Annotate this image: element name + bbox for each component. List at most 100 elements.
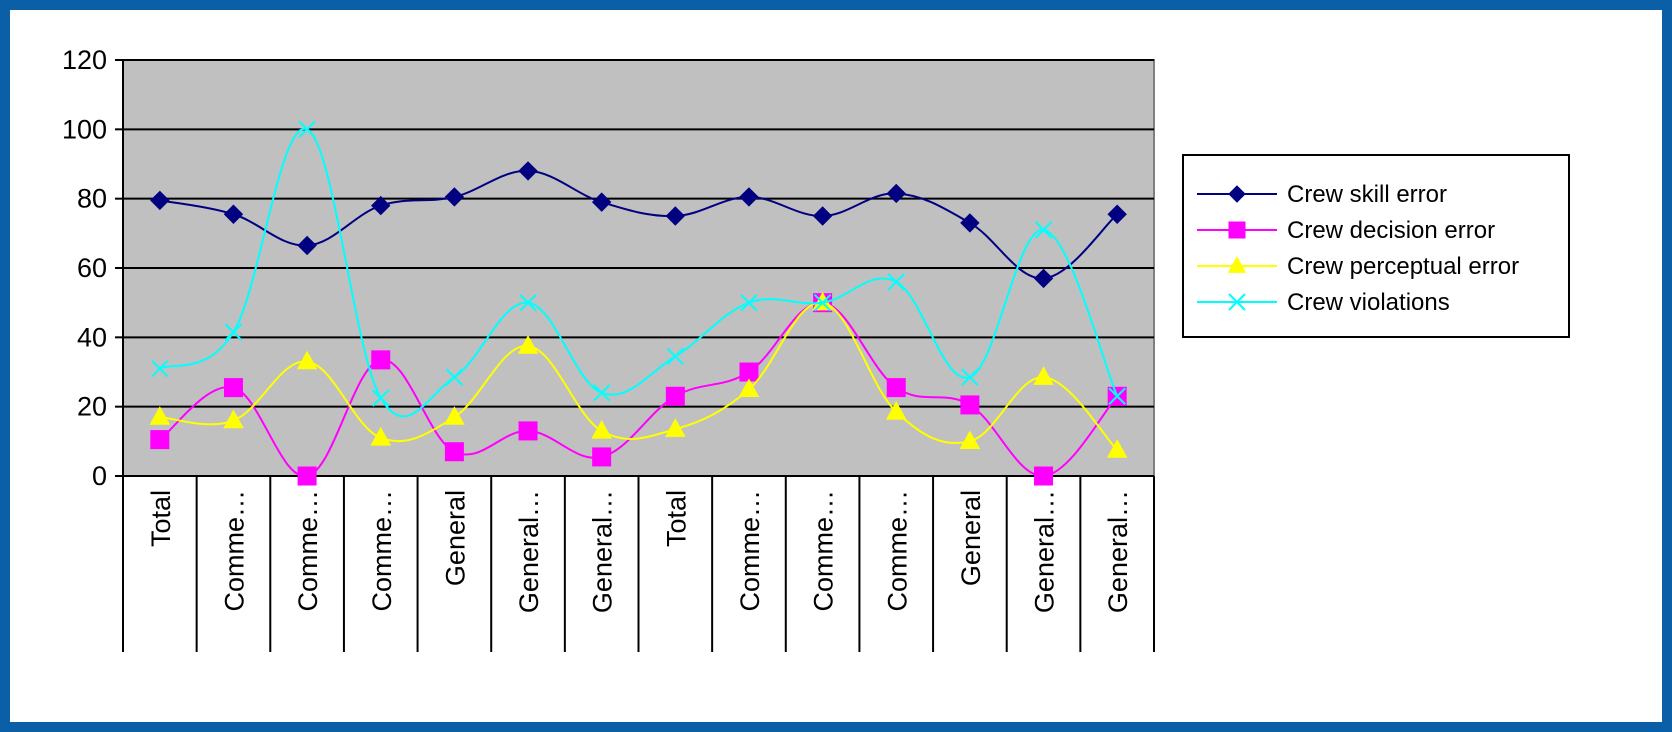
marker-x [887, 273, 905, 291]
marker-x-stroke [372, 389, 390, 407]
marker-x [740, 293, 758, 312]
chart-frame: 0 20 40 60 80 100 120 Total Comme… Comme… Comme… G… [10, 10, 1662, 722]
marker-square [371, 350, 391, 370]
marker-square [297, 466, 317, 486]
marker-x [961, 368, 979, 386]
marker-diamond [150, 190, 170, 211]
marker-x-stroke [519, 293, 537, 312]
line-chart: 0 20 40 60 80 100 120 Total Comme… Comme… Comme… G… [62, 45, 1570, 652]
x-category-label: Comme… [809, 490, 839, 612]
series-crew-skill-error [150, 161, 1127, 289]
x-category-label: General [956, 490, 986, 586]
marker-triangle [1106, 439, 1128, 458]
marker-x [1108, 387, 1126, 405]
y-tick-label: 120 [62, 45, 107, 75]
x-axis-categories: Total Comme… Comme… Comme… General General… Ge… [122, 476, 1155, 652]
marker-square [592, 447, 612, 467]
marker-square [223, 378, 243, 398]
marker-square [886, 378, 906, 398]
marker-x [372, 389, 390, 407]
marker-diamond [591, 192, 612, 212]
y-tick-label: 20 [77, 392, 107, 422]
marker-x-stroke [1034, 221, 1053, 239]
x-category-label: General… [588, 490, 618, 613]
x-category-label: Comme… [882, 490, 912, 612]
marker-triangle [1033, 366, 1054, 385]
marker-x-stroke [1108, 387, 1126, 405]
marker-diamond [1033, 268, 1054, 289]
marker-diamond [665, 206, 686, 226]
legend-label: Crew violations [1287, 289, 1450, 316]
marker-triangle [296, 350, 318, 370]
marker-triangle [444, 406, 465, 425]
marker-x-stroke [961, 368, 979, 386]
marker-square [444, 442, 464, 462]
marker-x [813, 293, 832, 312]
series-layer [149, 120, 1128, 486]
x-category-label: Comme… [367, 490, 397, 612]
marker-x [1228, 293, 1246, 311]
marker-triangle [885, 400, 907, 420]
y-tick-label: 0 [92, 461, 107, 491]
legend-item: Crew perceptual error [1197, 253, 1519, 280]
legend-label: Crew decision error [1287, 217, 1495, 244]
marker-triangle [738, 378, 760, 398]
marker-x-stroke [224, 323, 243, 341]
y-tick-label: 100 [62, 114, 107, 144]
marker-x-stroke [1228, 293, 1246, 311]
marker-x [519, 293, 537, 312]
marker-diamond [518, 161, 538, 181]
marker-x-stroke [666, 347, 685, 366]
marker-diamond [739, 187, 759, 207]
marker-triangle [370, 426, 392, 446]
marker-diamond [371, 195, 391, 216]
marker-diamond [223, 204, 244, 224]
marker-square [1228, 221, 1246, 239]
marker-diamond [886, 183, 906, 204]
marker-x [151, 359, 169, 378]
marker-square [960, 395, 980, 415]
y-tick-label: 40 [77, 322, 107, 352]
legend-item: Crew decision error [1197, 217, 1495, 244]
x-category-label: Total [661, 490, 691, 547]
x-category-label: General… [514, 490, 544, 613]
marker-x [666, 347, 685, 366]
gridlines [123, 59, 1154, 408]
series-crew-violations [151, 120, 1126, 418]
series-crew-perceptual-error [149, 291, 1128, 458]
marker-x [298, 120, 316, 139]
legend-label: Crew skill error [1287, 181, 1447, 208]
marker-square [739, 362, 759, 382]
marker-square [518, 421, 538, 441]
y-axis-ticks: 0 20 40 60 80 100 120 [62, 45, 123, 491]
marker-triangle [517, 335, 539, 354]
marker-square [150, 430, 170, 450]
y-tick-label: 80 [77, 184, 107, 214]
x-category-label: Total [146, 490, 176, 547]
marker-triangle [223, 409, 244, 429]
marker-diamond [1228, 185, 1246, 203]
x-category-label: General… [1030, 490, 1060, 613]
marker-diamond [297, 235, 317, 256]
marker-triangle [1227, 256, 1247, 273]
marker-x-stroke [592, 384, 611, 402]
marker-x-stroke [813, 293, 832, 312]
x-category-label: General… [1103, 490, 1133, 613]
marker-diamond [812, 206, 833, 226]
legend-label: Crew perceptual error [1287, 253, 1519, 280]
marker-square [665, 386, 685, 406]
marker-triangle [665, 418, 686, 437]
marker-x [224, 323, 243, 341]
marker-triangle [149, 406, 171, 425]
marker-diamond [444, 187, 465, 207]
marker-x-stroke [298, 120, 316, 139]
legend-box [1182, 154, 1570, 338]
legend-item: Crew violations [1197, 289, 1450, 316]
marker-x [592, 384, 611, 402]
legend-item: Crew skill error [1197, 181, 1447, 208]
marker-diamond [960, 213, 980, 233]
marker-x [445, 368, 464, 386]
marker-diamond [1107, 204, 1127, 224]
y-tick-label: 60 [77, 253, 107, 283]
marker-triangle [959, 430, 981, 450]
